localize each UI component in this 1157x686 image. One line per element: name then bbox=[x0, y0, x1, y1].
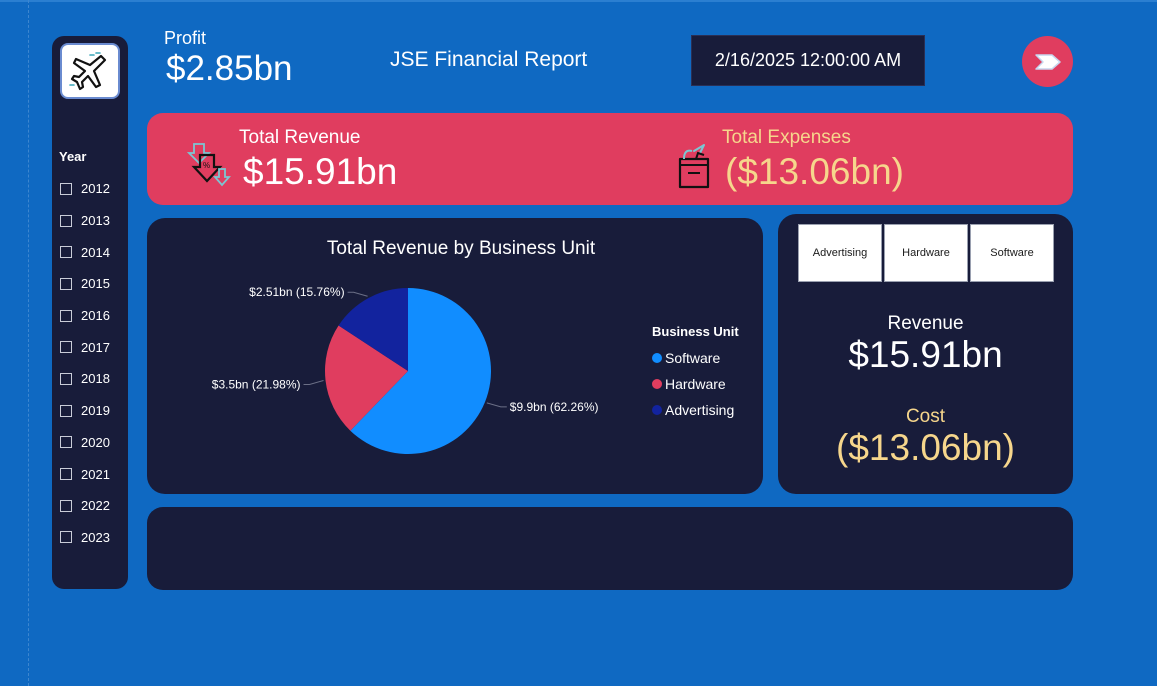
year-option-2022[interactable]: 2022 bbox=[60, 490, 110, 522]
legend-swatch bbox=[652, 379, 662, 389]
cost-value: ($13.06bn) bbox=[836, 427, 1015, 468]
shopping-bag-icon bbox=[678, 144, 710, 189]
legend-label: Advertising bbox=[665, 402, 735, 418]
year-checkbox[interactable] bbox=[60, 277, 72, 290]
legend-swatch bbox=[652, 353, 662, 363]
year-checkbox[interactable] bbox=[60, 182, 72, 195]
year-checkbox[interactable] bbox=[60, 309, 72, 322]
year-label: 2023 bbox=[81, 529, 110, 545]
legend-title: Business Unit bbox=[652, 324, 739, 339]
pie-leader-line bbox=[486, 402, 507, 408]
slicer-button-hardware[interactable]: Hardware bbox=[884, 224, 968, 282]
slicer-button-software[interactable]: Software bbox=[970, 224, 1054, 282]
sidebar: Year 2012 2013 2014 2015 2016 2017 2018 2019 202… bbox=[52, 36, 128, 589]
year-option-2018[interactable]: 2018 bbox=[60, 363, 110, 395]
year-label: 2015 bbox=[81, 276, 110, 292]
year-label: 2013 bbox=[81, 213, 110, 229]
bottom-panel bbox=[147, 507, 1073, 590]
year-option-2013[interactable]: 2013 bbox=[60, 205, 110, 237]
year-label: 2020 bbox=[81, 434, 110, 450]
year-checkbox[interactable] bbox=[60, 214, 72, 227]
year-option-2016[interactable]: 2016 bbox=[60, 300, 110, 332]
year-option-2023[interactable]: 2023 bbox=[60, 522, 110, 554]
kpi-banner: % Total Revenue $15.91bn Total Expenses … bbox=[147, 113, 1073, 205]
year-checkbox[interactable] bbox=[60, 404, 72, 417]
pie-leader-line bbox=[303, 379, 324, 385]
year-option-2020[interactable]: 2020 bbox=[60, 427, 110, 459]
revenue-label: Revenue bbox=[887, 313, 964, 334]
legend-swatch bbox=[652, 405, 662, 415]
pie-data-label: $3.5bn (21.98%) bbox=[212, 377, 301, 391]
total-expenses-value: ($13.06bn) bbox=[725, 151, 904, 192]
pie-slice-hardware[interactable] bbox=[325, 325, 408, 431]
year-checkbox[interactable] bbox=[60, 436, 72, 449]
slicer-button-advertising[interactable]: Advertising bbox=[798, 224, 882, 282]
year-label: 2016 bbox=[81, 308, 110, 324]
year-filter-list: 2012 2013 2014 2015 2016 2017 2018 2019 2020 2021… bbox=[60, 173, 110, 553]
legend-label: Software bbox=[665, 350, 721, 366]
revenue-by-unit-card: Total Revenue by Business Unit $9.9bn (6… bbox=[147, 218, 763, 494]
year-checkbox[interactable] bbox=[60, 341, 72, 354]
top-border bbox=[0, 0, 1157, 2]
legend-item-software[interactable]: Software bbox=[652, 345, 739, 371]
year-option-2015[interactable]: 2015 bbox=[60, 268, 110, 300]
pie-slice-advertising[interactable] bbox=[338, 288, 408, 371]
year-label: 2019 bbox=[81, 403, 110, 419]
profit-label: Profit bbox=[164, 28, 207, 48]
revenue-down-arrows-icon: % bbox=[187, 143, 231, 187]
pie-data-label: $9.9bn (62.26%) bbox=[510, 400, 599, 414]
year-label: 2021 bbox=[81, 466, 110, 482]
year-label: 2012 bbox=[81, 181, 110, 197]
total-revenue-value: $15.91bn bbox=[243, 151, 398, 192]
year-option-2012[interactable]: 2012 bbox=[60, 173, 110, 205]
total-expenses-label: Total Expenses bbox=[722, 127, 851, 148]
revenue-value: $15.91bn bbox=[848, 334, 1003, 375]
year-label: 2017 bbox=[81, 339, 110, 355]
pie-slice-software[interactable] bbox=[350, 288, 492, 454]
year-option-2021[interactable]: 2021 bbox=[60, 458, 110, 490]
legend-label: Hardware bbox=[665, 376, 726, 392]
page-guide-line bbox=[28, 0, 29, 686]
cost-label: Cost bbox=[905, 406, 946, 427]
year-label: 2014 bbox=[81, 244, 110, 260]
svg-text:%: % bbox=[203, 161, 210, 170]
year-filter-title: Year bbox=[59, 149, 87, 164]
year-checkbox[interactable] bbox=[60, 468, 72, 481]
year-option-2014[interactable]: 2014 bbox=[60, 236, 110, 268]
logo-tile[interactable] bbox=[60, 43, 120, 99]
year-checkbox[interactable] bbox=[60, 372, 72, 385]
pie-leader-line bbox=[347, 291, 368, 297]
chart-title: Total Revenue by Business Unit bbox=[326, 238, 596, 259]
year-option-2017[interactable]: 2017 bbox=[60, 331, 110, 363]
year-option-2019[interactable]: 2019 bbox=[60, 395, 110, 427]
legend-item-advertising[interactable]: Advertising bbox=[652, 397, 739, 423]
airplane-icon bbox=[69, 52, 107, 91]
year-checkbox[interactable] bbox=[60, 246, 72, 259]
pie-chart[interactable]: $9.9bn (62.26%) $3.5bn (21.98%) $2.51bn (1… bbox=[147, 218, 763, 494]
profit-value: $2.85bn bbox=[166, 49, 293, 88]
business-unit-slicer: Advertising Hardware Software bbox=[798, 224, 1054, 282]
next-page-button[interactable] bbox=[1022, 36, 1073, 87]
legend-item-hardware[interactable]: Hardware bbox=[652, 371, 739, 397]
year-label: 2018 bbox=[81, 371, 110, 387]
report-datetime: 2/16/2025 12:00:00 AM bbox=[691, 35, 925, 86]
arrow-right-icon bbox=[1034, 53, 1061, 70]
year-checkbox[interactable] bbox=[60, 531, 72, 544]
total-revenue-label: Total Revenue bbox=[239, 127, 361, 148]
year-label: 2022 bbox=[81, 498, 110, 514]
summary-card: Advertising Hardware Software Revenue $15.… bbox=[778, 214, 1073, 494]
report-title: JSE Financial Report bbox=[390, 48, 588, 71]
pie-data-label: $2.51bn (15.76%) bbox=[249, 285, 344, 299]
year-checkbox[interactable] bbox=[60, 499, 72, 512]
chart-legend: Business Unit Software Hardware Advertisin… bbox=[652, 324, 739, 423]
